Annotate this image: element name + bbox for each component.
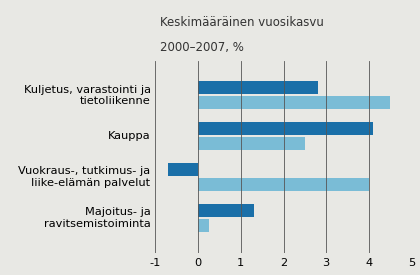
- Bar: [198, 96, 390, 109]
- Text: Keskimääräinen vuosikasvu: Keskimääräinen vuosikasvu: [160, 16, 323, 29]
- Bar: [198, 137, 305, 150]
- Bar: [168, 163, 198, 176]
- Text: 2000–2007, %: 2000–2007, %: [160, 41, 244, 54]
- Bar: [198, 219, 209, 232]
- Bar: [198, 122, 373, 136]
- Bar: [198, 81, 318, 95]
- Bar: [198, 204, 254, 217]
- Bar: [198, 178, 369, 191]
